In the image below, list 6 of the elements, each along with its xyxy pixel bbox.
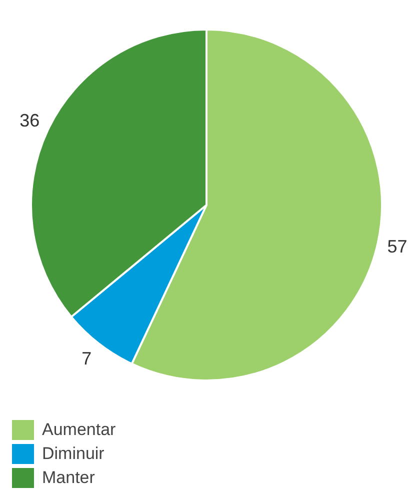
data-label: 7: [82, 348, 92, 368]
data-label: 36: [20, 110, 40, 131]
data-label: 57: [387, 236, 408, 257]
legend-label: Aumentar: [42, 420, 116, 440]
legend-label: Manter: [42, 468, 95, 488]
legend-label: Diminuir: [42, 444, 104, 464]
